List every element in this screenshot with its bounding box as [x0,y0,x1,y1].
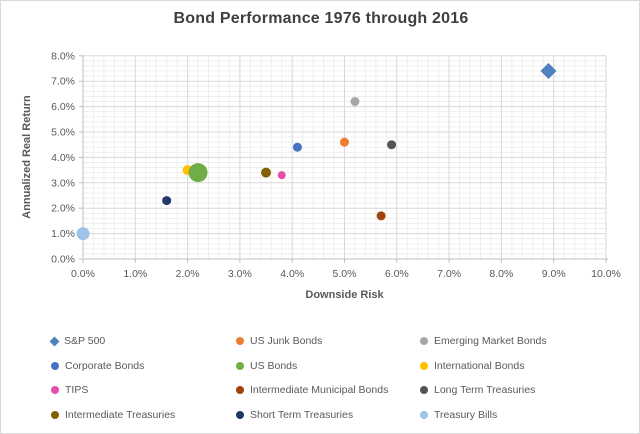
s-p-500-diamond-icon [49,336,60,347]
international-bonds-circle-icon [420,361,428,370]
y-tick-label: 0.0% [51,254,75,266]
x-tick-label: 5.0% [333,268,357,280]
legend-item-label: US Junk Bonds [250,335,323,348]
legend-item-label: Intermediate Municipal Bonds [250,384,389,397]
corporate-bonds-circle-icon [51,361,59,370]
y-tick-label: 3.0% [51,177,75,189]
us-bonds-circle-icon [236,361,244,370]
data-point-treasury-bills [76,227,90,241]
y-tick-label: 1.0% [51,228,75,240]
y-tick-label: 6.0% [51,101,75,113]
x-tick-label: 7.0% [437,268,461,280]
data-point-tips [277,171,286,180]
legend-item-us-bonds: US Bonds [236,360,420,372]
legend-item-long-term-treasuries: Long Term Treasuries [420,384,626,396]
data-point-us-junk-bonds [340,137,349,147]
data-point-corporate-bonds [292,142,302,152]
legend-item-label: Long Term Treasuries [434,384,536,397]
x-tick-label: 9.0% [542,268,566,280]
legend: S&P 500 US Junk Bonds Emerging Market Bond… [49,329,626,427]
legend-item-corporate-bonds: Corporate Bonds [51,360,236,372]
y-axis-title: Annualized Real Return [21,95,33,219]
x-tick-label: 10.0% [591,268,621,280]
data-point-intermediate-municipal-bonds [376,211,386,221]
treasury-bills-circle-icon [420,411,428,420]
legend-item-emerging-market-bonds: Emerging Market Bonds [420,335,626,347]
legend-item-intermediate-treasuries: Intermediate Treasuries [51,409,236,421]
plot-area: 0.0% 1.0% 2.0% 3.0% 4.0% 5.0% 6.0% 7.0% 8.0% 9.0%… [51,50,621,280]
y-tick-label: 4.0% [51,152,75,164]
data-point-intermediate-treasuries [261,167,272,178]
data-point-short-term-treasuries [162,196,172,206]
data-point-long-term-treasuries [387,140,397,150]
y-tick-label: 8.0% [51,50,75,62]
data-point-s-p-500 [540,63,557,80]
legend-item-label: Treasury Bills [434,409,498,422]
legend-item-label: US Bonds [250,359,298,372]
intermediate-treasuries-circle-icon [51,411,59,420]
x-tick-label: 1.0% [123,268,147,280]
legend-item-tips: TIPS [51,384,236,396]
chart-title: Bond Performance 1976 through 2016 [173,10,469,27]
x-tick-label: 8.0% [489,268,513,280]
legend-item-us-junk-bonds: US Junk Bonds [236,335,420,347]
y-tick-label: 2.0% [51,203,75,215]
x-tick-label: 4.0% [280,268,304,280]
legend-item-intermediate-municipal-bonds: Intermediate Municipal Bonds [236,384,420,396]
short-term-treasuries-circle-icon [236,411,244,420]
legend-item-label: Intermediate Treasuries [65,409,176,422]
y-tick-label: 7.0% [51,76,75,88]
y-tick-label: 5.0% [51,127,75,139]
us-junk-bonds-circle-icon [236,337,244,346]
x-tick-label: 2.0% [176,268,200,280]
data-point-emerging-market-bonds [350,97,360,107]
intermediate-municipal-bonds-circle-icon [236,386,244,395]
data-point-us-bonds [188,163,208,183]
legend-item-label: TIPS [65,384,89,397]
legend-item-label: Short Term Treasuries [250,409,354,422]
legend-item-label: Corporate Bonds [65,359,145,372]
legend-item-treasury-bills: Treasury Bills [420,409,626,421]
legend-item-label: International Bonds [434,359,525,372]
x-tick-label: 0.0% [71,268,95,280]
tips-circle-icon [51,386,59,395]
long-term-treasuries-circle-icon [420,386,428,395]
legend-item-international-bonds: International Bonds [420,360,626,372]
emerging-market-bonds-circle-icon [420,337,428,346]
x-axis-title: Downside Risk [305,289,384,301]
x-tick-label: 6.0% [385,268,409,280]
legend-item-short-term-treasuries: Short Term Treasuries [236,409,420,421]
legend-item-s-p-500: S&P 500 [49,335,236,348]
legend-item-label: Emerging Market Bonds [434,335,547,348]
legend-item-label: S&P 500 [64,335,106,348]
x-tick-label: 3.0% [228,268,252,280]
